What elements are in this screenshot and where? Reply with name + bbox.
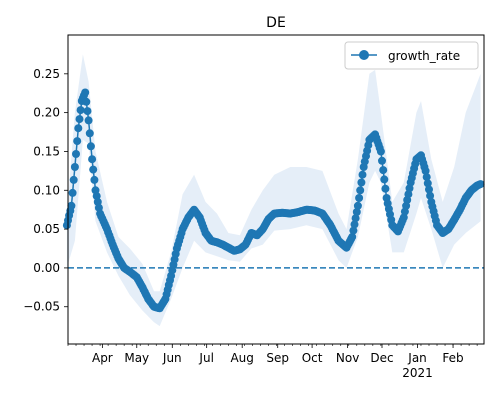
data-point: [83, 107, 92, 116]
data-point: [381, 184, 390, 193]
y-tick-label: 0.05: [33, 222, 60, 236]
legend-box: [344, 41, 479, 70]
data-point: [349, 226, 358, 235]
x-tick-label: Sep: [266, 351, 289, 365]
x-tick-label: Nov: [336, 351, 359, 365]
y-axis: −0.05 0.00 0.05 0.10 0.15 0.20 0.25: [23, 67, 68, 314]
data-point: [404, 190, 413, 199]
x-tick-label: Jan: [407, 351, 427, 365]
chart-title: DE: [266, 15, 286, 31]
data-point: [378, 156, 386, 165]
data-point: [74, 124, 83, 133]
data-point: [379, 166, 388, 175]
legend-label-growth-rate: growth_rate: [388, 49, 460, 63]
x-tick-label: Jul: [198, 351, 213, 365]
x-axis: Apr May Jun Jul Aug Sep Oct Nov Dec Jan Feb 2021: [67, 344, 478, 380]
plot-area-frame: [67, 34, 485, 345]
data-point: [425, 185, 433, 194]
data-point: [82, 97, 91, 106]
data-point: [350, 220, 359, 229]
y-tick-label: −0.05: [23, 300, 60, 314]
data-point: [84, 116, 93, 125]
data-point: [352, 208, 361, 216]
x-tick-label: May: [124, 351, 149, 365]
data-point: [421, 166, 430, 175]
legend: growth_rate: [344, 41, 479, 70]
data-point: [422, 173, 431, 182]
x-tick-label: Oct: [302, 351, 323, 365]
data-point: [358, 170, 367, 179]
data-point: [357, 178, 366, 187]
data-point: [355, 194, 364, 202]
data-point: [90, 175, 99, 184]
x-tick-label: Aug: [230, 351, 253, 365]
data-point: [75, 115, 84, 124]
data-point: [348, 232, 357, 241]
confidence-band: [66, 54, 481, 327]
series-layer: [62, 88, 485, 313]
data-point: [476, 180, 485, 189]
data-point: [68, 188, 77, 197]
legend-dot-marker: [359, 50, 369, 60]
y-tick-label: 0.00: [33, 261, 60, 275]
data-point: [76, 106, 85, 115]
data-point: [70, 163, 79, 171]
data-point: [73, 137, 82, 146]
data-point: [85, 129, 94, 138]
data-point: [89, 165, 98, 174]
x-tick-label: Feb: [442, 351, 463, 365]
x-tick-label: Dec: [370, 351, 393, 365]
data-point: [353, 201, 362, 210]
y-tick-label: 0.10: [33, 183, 60, 197]
y-tick-label: 0.25: [33, 67, 60, 81]
data-point: [69, 175, 78, 184]
data-point: [380, 175, 389, 184]
data-point: [67, 201, 76, 210]
data-point: [351, 214, 360, 223]
x-tick-label: Apr: [92, 351, 113, 365]
data-point: [88, 155, 97, 164]
x-tick-label: Jun: [162, 351, 182, 365]
y-tick-label: 0.15: [33, 144, 60, 158]
data-point: [426, 191, 435, 200]
confidence-band-layer: [66, 54, 481, 327]
data-point: [423, 179, 432, 188]
y-tick-label: 0.20: [33, 106, 60, 120]
data-point: [376, 147, 385, 156]
x-year-label: 2021: [402, 366, 433, 380]
data-point: [72, 150, 80, 158]
data-point: [86, 142, 95, 151]
data-point: [356, 186, 365, 195]
data-point: [81, 88, 90, 97]
